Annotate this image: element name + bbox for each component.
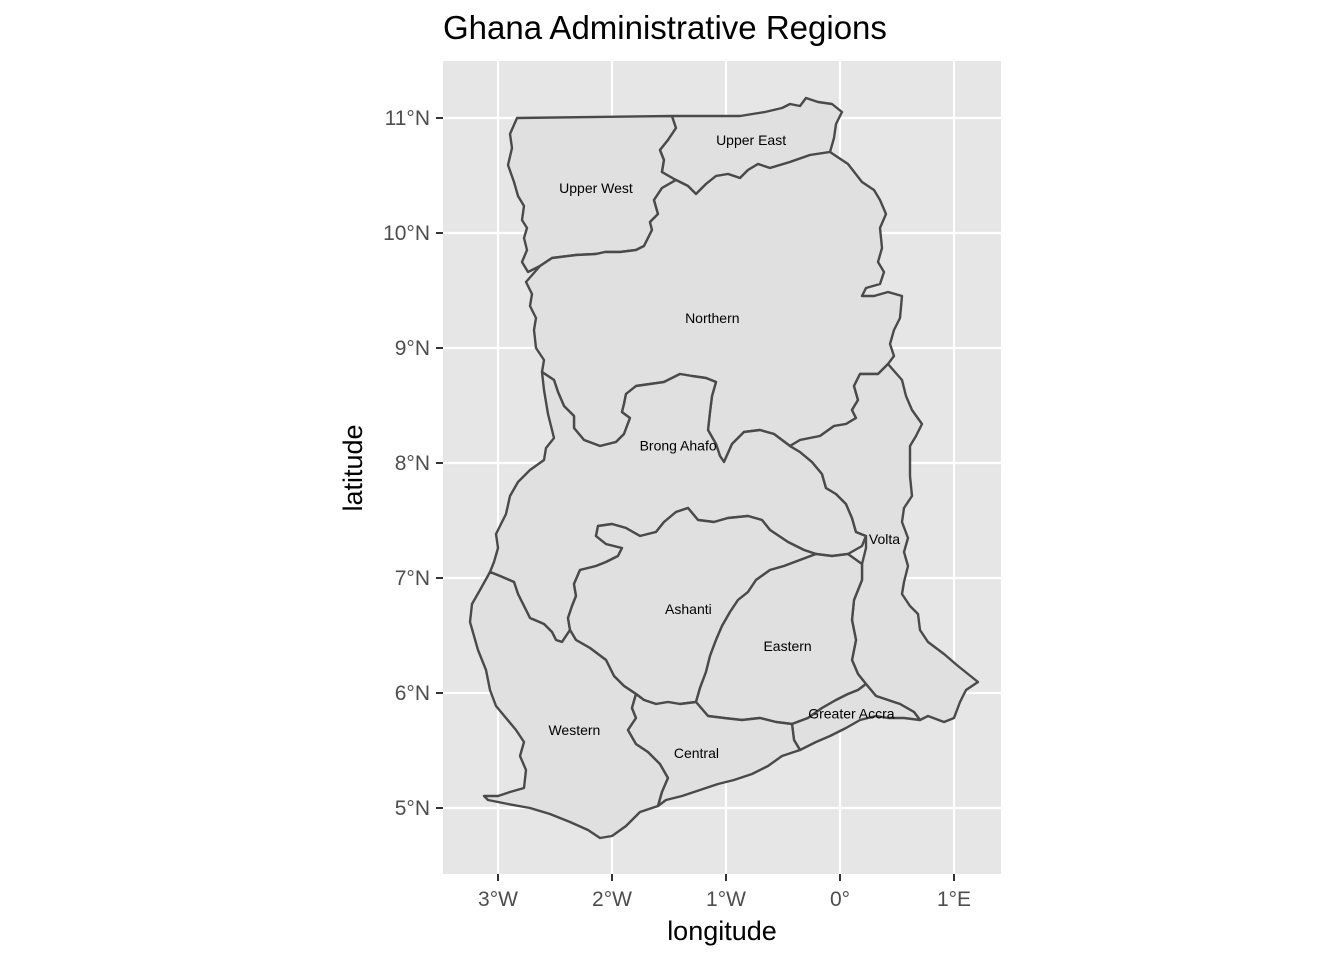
y-tick-label: 7°N xyxy=(395,567,430,590)
x-tick-label: 2°W xyxy=(592,888,632,911)
region-label: Upper West xyxy=(559,180,633,196)
x-tick-label: 1°W xyxy=(706,888,746,911)
region-label: Upper East xyxy=(716,132,786,148)
region-label: Brong Ahafo xyxy=(640,438,717,454)
map-title: Ghana Administrative Regions xyxy=(443,9,887,46)
region-label: Ashanti xyxy=(665,601,712,617)
region-labels: Upper West Upper East Northern Brong Aha… xyxy=(548,132,900,761)
regions xyxy=(468,96,980,840)
region-western xyxy=(468,570,670,840)
x-tick-label: 3°W xyxy=(478,888,518,911)
y-axis: 5°N 6°N 7°N 8°N 9°N 10°N 11°N latitude xyxy=(338,107,443,820)
x-axis: 3°W 2°W 1°W 0° 1°E longitude xyxy=(478,874,971,946)
y-tick-label: 8°N xyxy=(395,452,430,475)
region-label: Western xyxy=(548,722,600,738)
y-tick-label: 5°N xyxy=(395,797,430,820)
y-tick-label: 10°N xyxy=(383,222,430,245)
region-label: Eastern xyxy=(763,638,811,654)
region-label: Central xyxy=(674,745,719,761)
region-label: Volta xyxy=(869,531,900,547)
y-tick-label: 11°N xyxy=(385,107,430,130)
y-axis-title: latitude xyxy=(338,424,368,511)
x-tick-label: 0° xyxy=(830,888,850,911)
region-label: Greater Accra xyxy=(808,706,895,722)
x-axis-title: longitude xyxy=(667,916,777,946)
region-central xyxy=(626,692,802,808)
region-label: Northern xyxy=(685,310,739,326)
region-greater-accra xyxy=(790,682,922,752)
x-tick-label: 1°E xyxy=(937,888,971,911)
y-tick-label: 9°N xyxy=(395,337,430,360)
y-tick-label: 6°N xyxy=(395,682,430,705)
